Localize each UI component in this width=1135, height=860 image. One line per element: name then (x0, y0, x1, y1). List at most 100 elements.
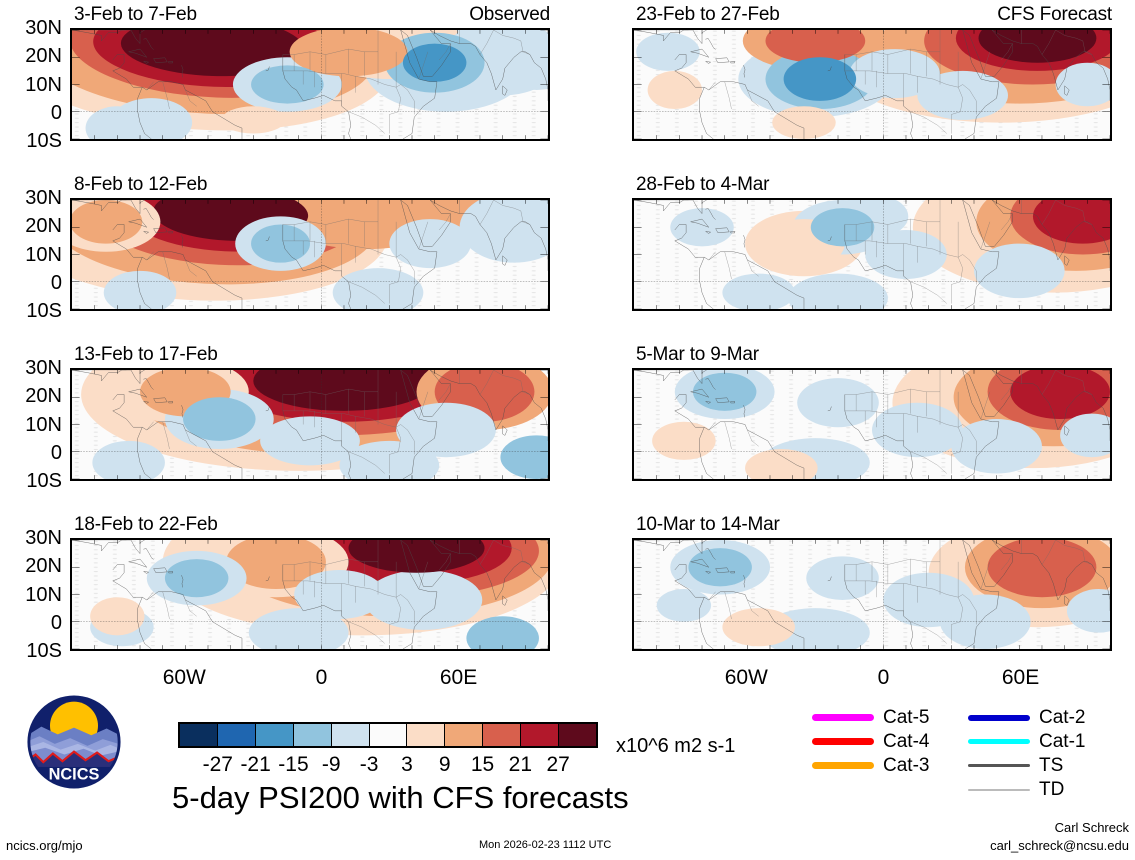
legend-label-cat-4: Cat-4 (883, 731, 930, 752)
ncics-logo-text: NCICS (49, 765, 100, 783)
map-field-obs-3 (72, 370, 548, 479)
y-tick-obs-4-3: 0 (50, 611, 62, 634)
y-tick-obs-3-0: 30N (25, 357, 62, 379)
legend-label-cat-2: Cat-2 (1039, 707, 1086, 728)
y-tick-obs-4-4: 10S (26, 640, 62, 662)
colorbar-segment-0 (180, 724, 218, 746)
map-field-obs-2 (72, 200, 548, 309)
panel-title-obs-4: 18-Feb to 22-Feb (74, 514, 218, 535)
map-field-fcst-4 (634, 540, 1110, 649)
y-tick-obs-4-2: 10N (25, 583, 62, 606)
colorbar-tick-0: -27 (202, 753, 233, 776)
footer-email[interactable]: carl_schreck@ncsu.edu (990, 838, 1129, 853)
legend-item-td: TD (968, 780, 1064, 799)
legend-item-cat-4: Cat-4 (812, 732, 929, 751)
colorbar-segment-10 (559, 724, 596, 746)
panel-title-fcst-4: 10-Mar to 14-Mar (636, 514, 780, 535)
page-title: 5-day PSI200 with CFS forecasts (172, 780, 629, 815)
y-tick-obs-2-1: 20N (25, 215, 62, 238)
legend-line-cat-2 (968, 714, 1030, 721)
panel-title-obs-3: 13-Feb to 17-Feb (74, 344, 218, 365)
map-field-fcst-2 (634, 200, 1110, 309)
y-tick-obs-2-4: 10S (26, 300, 62, 322)
column-header-right: CFS Forecast (997, 4, 1112, 25)
map-obs-4 (70, 538, 550, 651)
legend-label-ts: TS (1039, 755, 1064, 776)
colorbar-tick-6: 9 (438, 753, 451, 776)
map-obs-1 (70, 28, 550, 141)
legend-line-ts (968, 764, 1030, 767)
y-tick-obs-3-3: 0 (50, 441, 62, 464)
map-field-fcst-1 (634, 30, 1110, 139)
colorbar-segment-5 (369, 724, 408, 746)
colorbar-segment-3 (293, 724, 332, 746)
colorbar-tick-2: -15 (278, 753, 309, 776)
footer-site[interactable]: ncics.org/mjo (6, 838, 83, 853)
y-tick-obs-4-0: 30N (25, 527, 62, 549)
colorbar-segment-8 (483, 724, 522, 746)
y-tick-obs-2-3: 0 (50, 271, 62, 294)
legend-line-td (968, 788, 1030, 791)
map-fcst-4 (632, 538, 1112, 651)
colorbar-segment-6 (407, 724, 446, 746)
colorbar-tick-4: -3 (359, 753, 379, 776)
y-tick-obs-1-0: 30N (25, 17, 62, 39)
legend-label-cat-5: Cat-5 (883, 707, 930, 728)
map-fcst-2 (632, 198, 1112, 311)
panel-title-fcst-2: 28-Feb to 4-Mar (636, 174, 770, 195)
y-tick-obs-3-1: 20N (25, 385, 62, 408)
footer-timestamp: Mon 2026-02-23 1112 UTC (479, 839, 612, 851)
legend-line-cat-5 (812, 714, 874, 721)
legend-label-cat-3: Cat-3 (883, 755, 930, 776)
y-tick-obs-1-1: 20N (25, 45, 62, 68)
legend-line-cat-1 (968, 739, 1030, 744)
y-tick-obs-3-2: 10N (25, 413, 62, 436)
colorbar-tick-8: 21 (508, 753, 533, 776)
panel-title-fcst-1: 23-Feb to 27-Feb (636, 4, 780, 25)
colorbar-units-label: x10^6 m2 s-1 (616, 735, 736, 757)
ncics-logo-icon: NCICS (27, 695, 121, 789)
legend-item-cat-5: Cat-5 (812, 708, 929, 727)
legend-item-cat-2: Cat-2 (968, 708, 1085, 727)
colorbar-segment-1 (217, 724, 256, 746)
y-tick-obs-2-2: 10N (25, 243, 62, 266)
panel-title-fcst-3: 5-Mar to 9-Mar (636, 344, 759, 365)
colorbar-tick-1: -21 (240, 753, 271, 776)
legend-label-cat-1: Cat-1 (1039, 731, 1086, 752)
colorbar-tick-9: 27 (546, 753, 570, 776)
x-tick-right-0: 60W (724, 666, 768, 689)
legend-line-cat-4 (812, 738, 874, 745)
legend-line-cat-3 (812, 762, 874, 769)
map-obs-3 (70, 368, 550, 481)
map-fcst-3 (632, 368, 1112, 481)
x-tick-right-2: 60E (1001, 666, 1040, 689)
map-field-obs-1 (72, 30, 548, 139)
colorbar-segment-2 (255, 724, 294, 746)
legend-item-ts: TS (968, 756, 1063, 775)
legend-item-cat-1: Cat-1 (968, 732, 1085, 751)
y-tick-obs-1-2: 10N (25, 73, 62, 96)
x-tick-right-1: 0 (877, 666, 890, 689)
y-tick-obs-1-4: 10S (26, 130, 62, 152)
colorbar-segment-9 (521, 724, 560, 746)
x-tick-left-1: 0 (315, 666, 328, 689)
column-header-left: Observed (469, 4, 550, 25)
x-tick-left-2: 60E (439, 666, 478, 689)
legend-item-cat-3: Cat-3 (812, 756, 929, 775)
map-fcst-1 (632, 28, 1112, 141)
x-tick-left-0: 60W (162, 666, 206, 689)
y-tick-obs-3-4: 10S (26, 470, 62, 492)
colorbar-segment-4 (331, 724, 370, 746)
colorbar-segment-7 (445, 724, 484, 746)
colorbar (178, 722, 598, 748)
map-field-fcst-3 (634, 370, 1110, 479)
ncics-logo[interactable]: NCICS (26, 694, 122, 790)
y-tick-obs-1-3: 0 (50, 101, 62, 124)
colorbar-tick-3: -9 (321, 753, 341, 776)
y-tick-obs-4-1: 20N (25, 555, 62, 578)
colorbar-tick-5: 3 (401, 753, 413, 776)
footer-author: Carl Schreck (1054, 820, 1129, 835)
panel-title-obs-1: 3-Feb to 7-Feb (74, 4, 197, 25)
map-obs-2 (70, 198, 550, 311)
colorbar-tick-7: 15 (470, 753, 495, 776)
